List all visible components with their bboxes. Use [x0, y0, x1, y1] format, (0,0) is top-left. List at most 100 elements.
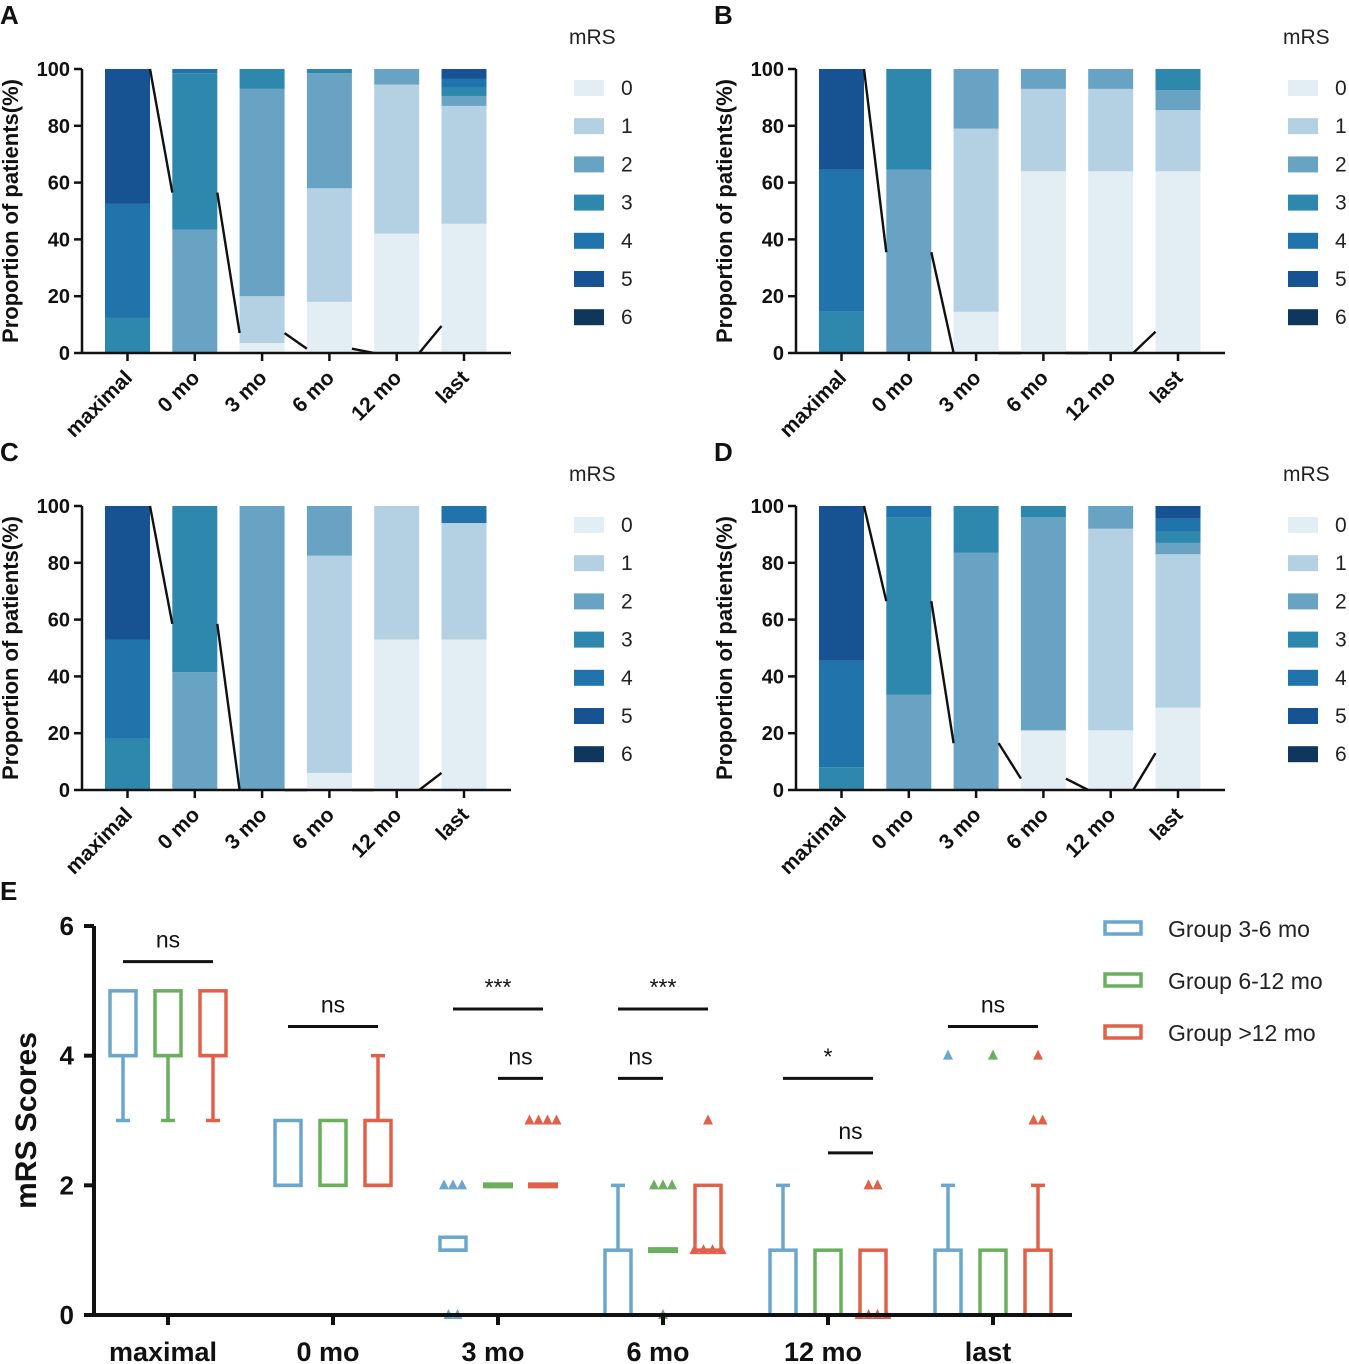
- bar-segment-0-mo-mrs-4: [886, 506, 932, 518]
- x-tick-label: 6 mo: [626, 1337, 689, 1364]
- y-tick-label: 100: [751, 496, 784, 518]
- connector-line: [216, 623, 241, 791]
- legend-swatch-0: [1103, 920, 1143, 936]
- legend-label-6: 6: [621, 743, 633, 766]
- y-tick-label: 80: [762, 116, 784, 138]
- connector-line: [1065, 777, 1089, 792]
- x-tick-label: 0 mo: [867, 366, 918, 417]
- bar-segment-0-mo-mrs-3: [886, 517, 932, 695]
- x-tick-label: maximal: [775, 803, 851, 879]
- bar-segment-last-mrs-2: [1155, 542, 1201, 555]
- bar-segment-0-mo-mrs-4: [172, 69, 218, 74]
- bar-segment-0-mo-mrs-2: [172, 229, 218, 353]
- outlier-group-12-mo-6-mo: [689, 1244, 700, 1255]
- box-group-12-mo-maximal: [198, 989, 228, 1058]
- legend-label-4: 4: [1335, 230, 1347, 253]
- connector-line: [148, 505, 174, 625]
- bar-segment-3-mo-mrs-2: [953, 552, 999, 790]
- outlier-group-3-6-mo-3-mo: [448, 1179, 458, 1190]
- bar-segment-3-mo-mrs-3: [953, 506, 999, 553]
- outlier-group-12-mo-last: [1028, 1114, 1039, 1125]
- bar-segment-last-mrs-1: [1155, 110, 1201, 172]
- x-tick-label: maximal: [61, 366, 137, 442]
- bar-segment-last-mrs-5: [1155, 506, 1201, 519]
- legend-label-1: 1: [621, 115, 633, 138]
- bar-segment-last-mrs-0: [441, 223, 487, 353]
- significance-label: ***: [650, 974, 677, 1000]
- x-tick-label: 0 mo: [153, 803, 204, 854]
- bar-segment-12-mo-mrs-0: [374, 233, 420, 353]
- bar-segment-last-mrs-2: [1155, 90, 1201, 111]
- legend-label-5: 5: [621, 705, 633, 728]
- y-tick-label: 20: [762, 286, 784, 308]
- y-tick-label: 0: [773, 343, 784, 365]
- y-tick-label: 20: [48, 723, 70, 745]
- legend-label-6: 6: [1335, 743, 1347, 766]
- legend-label-4: 4: [621, 230, 633, 253]
- x-tick-label: 3 mo: [935, 803, 986, 854]
- legend-label-6: 6: [621, 306, 633, 329]
- outlier-group-12-mo-3-mo: [533, 1114, 544, 1125]
- legend-label-5: 5: [1335, 268, 1347, 291]
- bar-segment-3-mo-mrs-2: [239, 88, 285, 297]
- y-axis-label: mRS Scores: [10, 1032, 43, 1209]
- legend-label-4: 4: [1335, 667, 1347, 690]
- outlier-group-12-mo-6-mo: [707, 1244, 718, 1255]
- legend-swatch-2: [1103, 1024, 1143, 1040]
- legend-swatch-4: [574, 232, 604, 249]
- y-tick-label: 20: [762, 723, 784, 745]
- y-tick-label: 80: [48, 116, 70, 138]
- bar-segment-12-mo-mrs-0: [374, 639, 420, 790]
- bar-segment-12-mo-mrs-1: [374, 84, 420, 234]
- connector-line: [1132, 752, 1157, 791]
- bar-segment-0-mo-mrs-2: [886, 694, 932, 790]
- x-tick-label: 0 mo: [867, 803, 918, 854]
- legend-title: mRS: [569, 463, 616, 486]
- bar-segment-last-mrs-0: [441, 639, 487, 790]
- bar-segment-maximal-mrs-3: [819, 767, 864, 790]
- significance-label: ns: [508, 1043, 532, 1069]
- outlier-group-12-mo-6-mo: [716, 1244, 727, 1255]
- legend-label-5: 5: [621, 268, 633, 291]
- legend-label-5: 5: [1335, 705, 1347, 728]
- bar-segment-0-mo-mrs-3: [886, 69, 932, 170]
- connector-line: [216, 192, 241, 334]
- bar-segment-last-mrs-1: [441, 105, 487, 224]
- bar-segment-6-mo-mrs-1: [306, 188, 352, 302]
- y-axis-label: Proportion of patients(%): [0, 79, 23, 343]
- significance-label: *: [824, 1043, 833, 1069]
- connector-line: [862, 505, 888, 602]
- legend-swatch-3: [1288, 194, 1318, 211]
- bar-segment-12-mo-mrs-2: [1088, 506, 1134, 529]
- legend-swatch-3: [1288, 631, 1318, 648]
- connector-line: [862, 68, 888, 253]
- legend-swatch-0: [574, 80, 604, 96]
- legend-swatch-6: [1288, 309, 1318, 326]
- outlier-group-12-mo-6-mo: [698, 1244, 709, 1255]
- bar-segment-last-mrs-4: [441, 506, 487, 524]
- legend-swatch-3: [574, 194, 604, 211]
- bar-segment-12-mo-mrs-1: [374, 506, 420, 640]
- legend-swatch-2: [1288, 593, 1318, 610]
- legend-label-4: 4: [621, 667, 633, 690]
- significance-label: ns: [321, 991, 345, 1017]
- x-tick-label: 12 mo: [347, 803, 406, 862]
- legend-label-6: 6: [1335, 306, 1347, 329]
- outlier-group-6-12-mo-6-mo: [658, 1179, 668, 1190]
- significance-label: ns: [838, 1118, 862, 1144]
- panel-label: A: [0, 0, 19, 30]
- connector-line: [997, 742, 1022, 780]
- x-tick-label: maximal: [109, 1337, 217, 1364]
- bar-segment-6-mo-mrs-2: [306, 73, 352, 189]
- y-tick-label: 40: [762, 229, 784, 251]
- connector-line: [418, 325, 443, 354]
- box-group-6-12-mo-last: [978, 1248, 1008, 1317]
- legend-swatch-5: [574, 271, 604, 287]
- box-group-6-12-mo-maximal: [153, 989, 183, 1058]
- legend-label-2: Group >12 mo: [1168, 1020, 1316, 1046]
- bar-segment-6-mo-mrs-0: [306, 772, 352, 790]
- y-axis-label: Proportion of patients(%): [0, 516, 23, 780]
